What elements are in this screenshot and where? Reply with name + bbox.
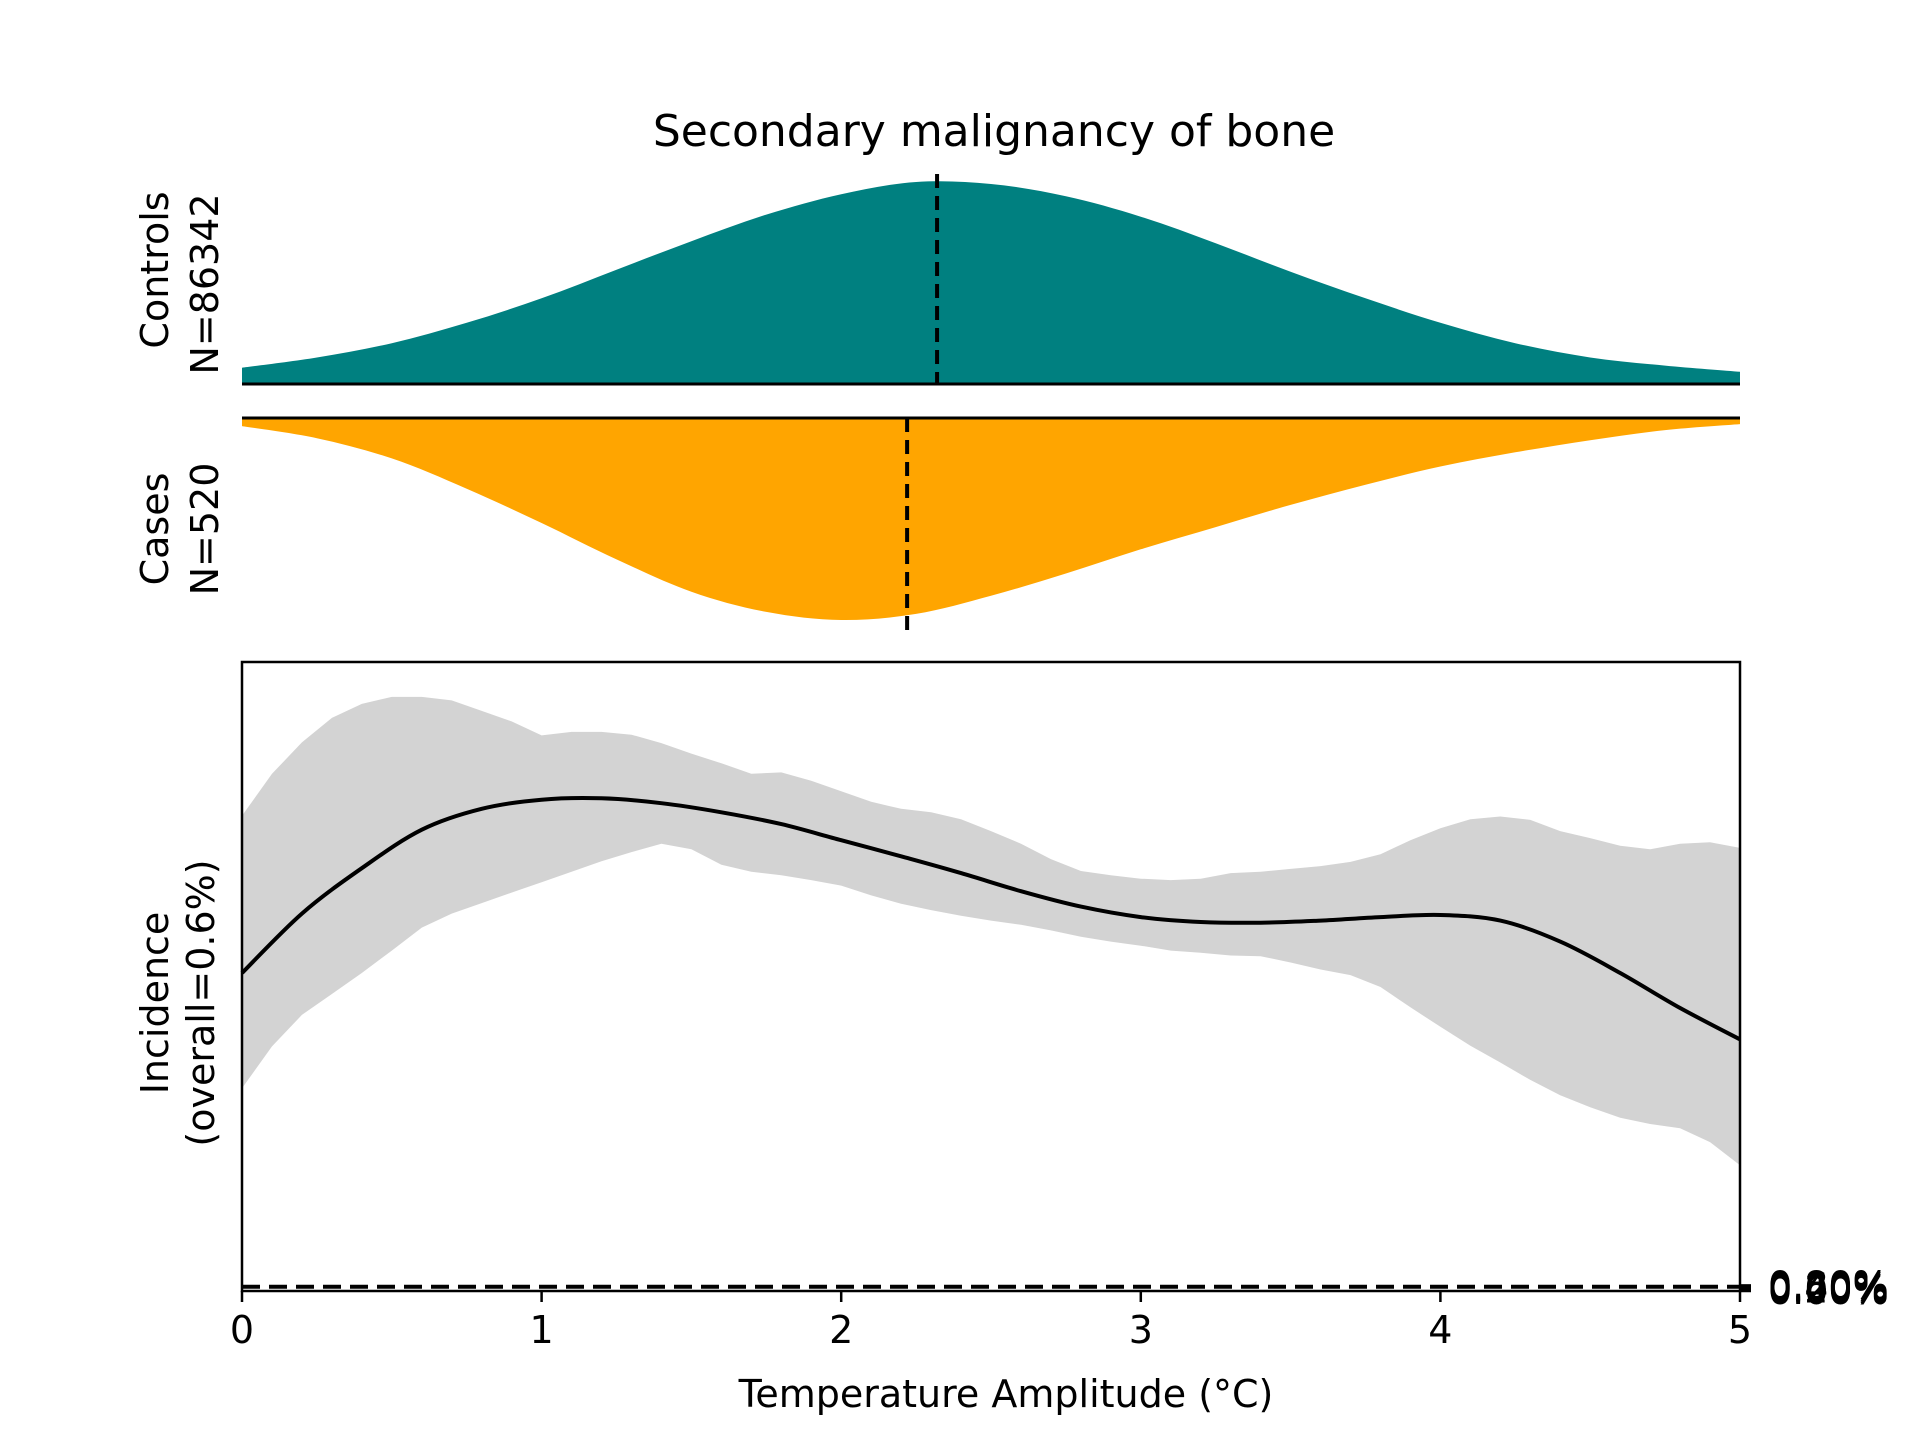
x-tick-label: 0	[230, 1308, 254, 1352]
cases-density-panel: Cases N=520	[133, 416, 1740, 630]
y-axis-ticks: 0.00%0.20%0.40%0.60%0.80%	[1740, 1263, 1889, 1313]
controls-density-area	[242, 181, 1740, 384]
y-axis-label-line-2: (overall=0.6%)	[179, 859, 223, 1146]
x-tick-label: 4	[1428, 1308, 1452, 1352]
incidence-panel: 0 1 2 3 4 5 0.00%0.20%0.40%0.60%0.80% Inciden…	[133, 660, 1889, 1416]
x-tick-label: 2	[829, 1308, 853, 1352]
x-axis-label: Temperature Amplitude (°C)	[738, 1372, 1274, 1416]
axes-frame	[240, 660, 1742, 1293]
y-axis-label-line-1: Incidence	[133, 912, 177, 1095]
x-tick-label: 1	[530, 1308, 554, 1352]
y-tick-label: 0.00%	[1768, 1269, 1889, 1313]
x-tick-label: 3	[1129, 1308, 1153, 1352]
confidence-band	[242, 696, 1740, 1166]
y-tick-label: 0.20%	[1768, 1268, 1889, 1312]
controls-density-panel: Controls N=86342	[133, 174, 1740, 386]
chart-title: Secondary malignancy of bone	[653, 106, 1335, 157]
y-tick-label: 0.60%	[1768, 1265, 1889, 1309]
cases-label: Cases	[133, 473, 177, 586]
y-tick-label: 0.80%	[1768, 1263, 1889, 1307]
incidence-curve	[240, 796, 1741, 1042]
y-tick-label: 0.40%	[1768, 1266, 1889, 1310]
x-axis-ticks: 0 1 2 3 4 5	[230, 1291, 1752, 1352]
cases-density-area	[242, 418, 1740, 621]
x-tick-label: 5	[1728, 1308, 1752, 1352]
controls-count-label: N=86342	[183, 193, 227, 374]
cases-count-label: N=520	[183, 463, 227, 596]
controls-label: Controls	[133, 191, 177, 348]
